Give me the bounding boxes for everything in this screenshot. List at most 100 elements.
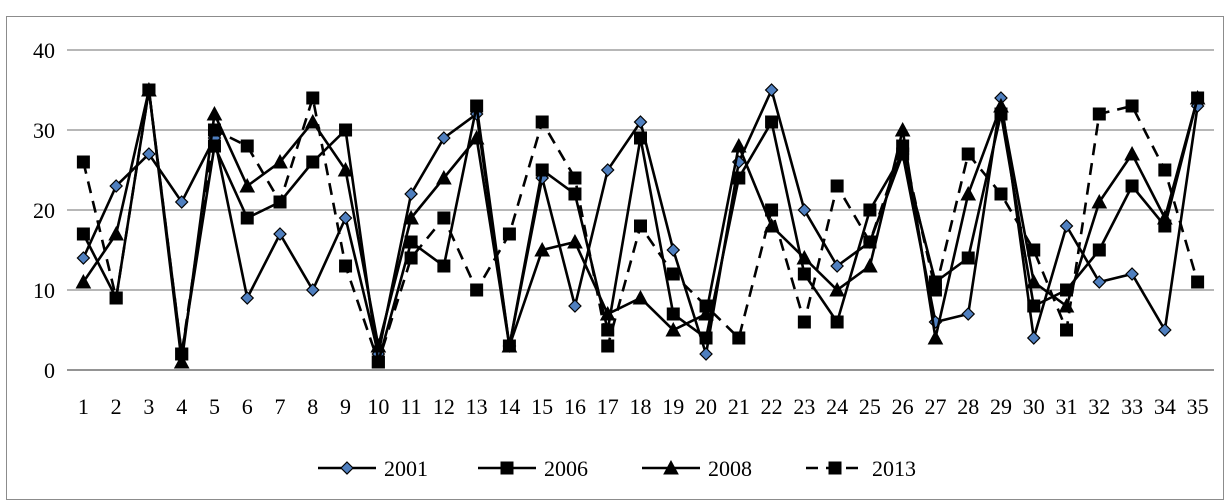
data-point-2001: [699, 347, 713, 361]
x-tick-label: 26: [892, 394, 914, 419]
data-point-2006: [470, 99, 484, 113]
data-point-2013: [1027, 243, 1041, 257]
data-point-2013: [863, 235, 877, 249]
x-tick-label: 10: [367, 394, 389, 419]
data-point-2008: [960, 185, 977, 201]
data-point-2013: [404, 251, 418, 265]
data-point-2008: [239, 177, 256, 193]
data-point-2008: [927, 329, 944, 345]
data-point-2006: [797, 267, 811, 281]
data-point-2006: [863, 203, 877, 217]
legend-label: 2013: [872, 456, 916, 481]
chart-frame: [6, 16, 1224, 500]
square-point: [500, 461, 514, 475]
x-tick-label: 2: [111, 394, 122, 419]
series-2008: [75, 81, 1206, 369]
data-point-2006: [240, 211, 254, 225]
y-tick-label: 10: [33, 278, 55, 303]
x-tick-label: 25: [859, 394, 881, 419]
series-2013: [76, 83, 1205, 369]
data-point-2001: [961, 307, 976, 321]
data-point-2006: [634, 131, 647, 145]
x-tick-label: 28: [957, 394, 979, 419]
series-layer: [75, 81, 1206, 369]
data-point-2008: [501, 337, 518, 353]
data-point-2001: [240, 291, 255, 305]
legend-item-2013: 2013: [806, 456, 916, 481]
data-point-2013: [273, 195, 287, 209]
data-point-2013: [535, 115, 549, 129]
data-point-2008: [796, 249, 813, 265]
data-point-2008: [403, 209, 419, 225]
data-point-2013: [568, 171, 582, 185]
data-point-2001: [600, 163, 615, 177]
x-tick-label: 30: [1023, 394, 1045, 419]
data-point-2013: [896, 139, 910, 153]
data-point-2013: [306, 91, 320, 105]
data-point-2008: [206, 105, 223, 121]
data-point-2001: [404, 187, 418, 201]
data-point-2008: [567, 233, 583, 249]
data-point-2008: [1189, 89, 1206, 105]
data-point-2008: [1157, 209, 1173, 225]
data-point-2013: [437, 211, 451, 225]
data-point-2013: [175, 347, 189, 361]
legend-label: 2006: [544, 456, 588, 481]
legend-item-2001: 2001: [318, 456, 428, 481]
data-point-2013: [142, 83, 156, 97]
x-tick-label: 11: [401, 394, 422, 419]
square-point: [828, 461, 842, 475]
data-point-2013: [928, 283, 942, 297]
data-point-2013: [1125, 99, 1139, 113]
x-tick-label: 8: [307, 394, 318, 419]
data-point-2001: [437, 131, 451, 145]
x-tick-label: 34: [1154, 394, 1176, 419]
data-point-2001: [764, 83, 779, 97]
data-point-2008: [304, 113, 321, 129]
data-point-2008: [632, 289, 649, 305]
data-point-2013: [699, 299, 713, 313]
data-point-2008: [730, 137, 747, 153]
x-tick-label: 29: [990, 394, 1012, 419]
x-tick-label: 9: [340, 394, 351, 419]
data-point-2008: [370, 337, 387, 353]
x-tick-label: 18: [630, 394, 652, 419]
legend: 2001 2006 2008 2013: [318, 456, 916, 481]
data-point-2013: [339, 259, 353, 273]
diamond-point: [340, 461, 354, 475]
data-point-2001: [142, 147, 156, 161]
data-point-2008: [1124, 145, 1140, 161]
data-point-2001: [797, 203, 812, 217]
data-point-2008: [272, 153, 288, 169]
data-point-2008: [173, 353, 190, 369]
x-tick-label: 3: [143, 394, 154, 419]
data-point-2006: [306, 155, 320, 169]
x-tick-label: 19: [662, 394, 684, 419]
x-tick-label: 7: [275, 394, 286, 419]
data-point-2013: [732, 331, 746, 345]
x-tick-label: 4: [176, 394, 187, 419]
data-point-2008: [108, 225, 124, 241]
legend-label: 2008: [708, 456, 752, 481]
data-point-2013: [994, 187, 1008, 201]
data-point-2013: [470, 283, 484, 297]
y-tick-label: 20: [33, 198, 55, 223]
data-point-2013: [765, 203, 779, 217]
data-point-2013: [240, 139, 254, 153]
data-point-2006: [76, 227, 90, 241]
data-point-2008: [468, 129, 485, 145]
x-tick-label: 1: [78, 394, 89, 419]
data-point-2006: [666, 307, 680, 321]
legend-item-2008: 2008: [642, 456, 752, 481]
data-point-2006: [699, 331, 713, 345]
data-point-2001: [666, 243, 681, 257]
x-tick-label: 13: [466, 394, 488, 419]
x-tick-label: 21: [728, 394, 750, 419]
x-tick-label: 20: [695, 394, 717, 419]
data-point-2001: [174, 195, 189, 209]
x-tick-label: 35: [1187, 394, 1209, 419]
x-axis-ticks: 1 2 3 4 5 6 7 8 9 10 11 12 13 14 15 16 17 18 19 20 21 22 23 24 2…: [78, 394, 1209, 419]
data-point-2001: [305, 283, 320, 297]
data-point-2008: [862, 257, 878, 273]
data-point-2013: [109, 291, 123, 305]
